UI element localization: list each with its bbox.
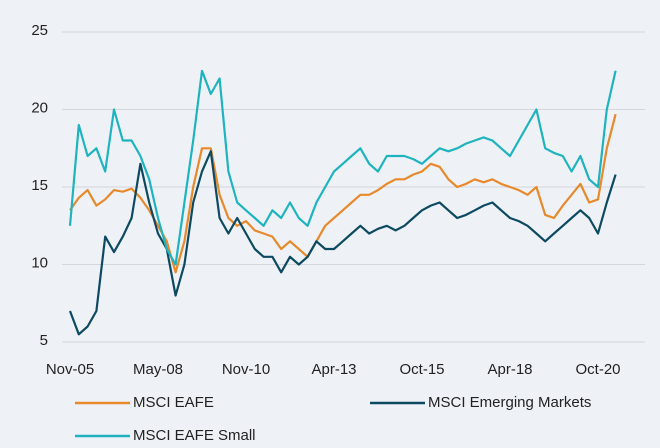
y-tick-label: 15: [31, 177, 48, 194]
x-tick-label: Nov-05: [46, 361, 94, 378]
y-tick-label: 5: [40, 332, 48, 349]
series-line: [68, 69, 617, 266]
y-tick-label: 20: [31, 99, 48, 116]
legend-label: MSCI Emerging Markets: [428, 394, 591, 411]
x-tick-label: Oct-15: [399, 361, 444, 378]
x-tick-label: Nov-10: [222, 361, 270, 378]
x-tick-label: Apr-13: [311, 361, 356, 378]
x-tick-label: Apr-18: [487, 361, 532, 378]
x-tick-label: Oct-20: [575, 361, 620, 378]
series-line: [68, 150, 617, 336]
legend-label: MSCI EAFE Small: [133, 427, 256, 444]
x-tick-label: May-08: [133, 361, 183, 378]
y-tick-label: 10: [31, 254, 48, 271]
legend-label: MSCI EAFE: [133, 394, 214, 411]
y-tick-label: 25: [31, 22, 48, 39]
